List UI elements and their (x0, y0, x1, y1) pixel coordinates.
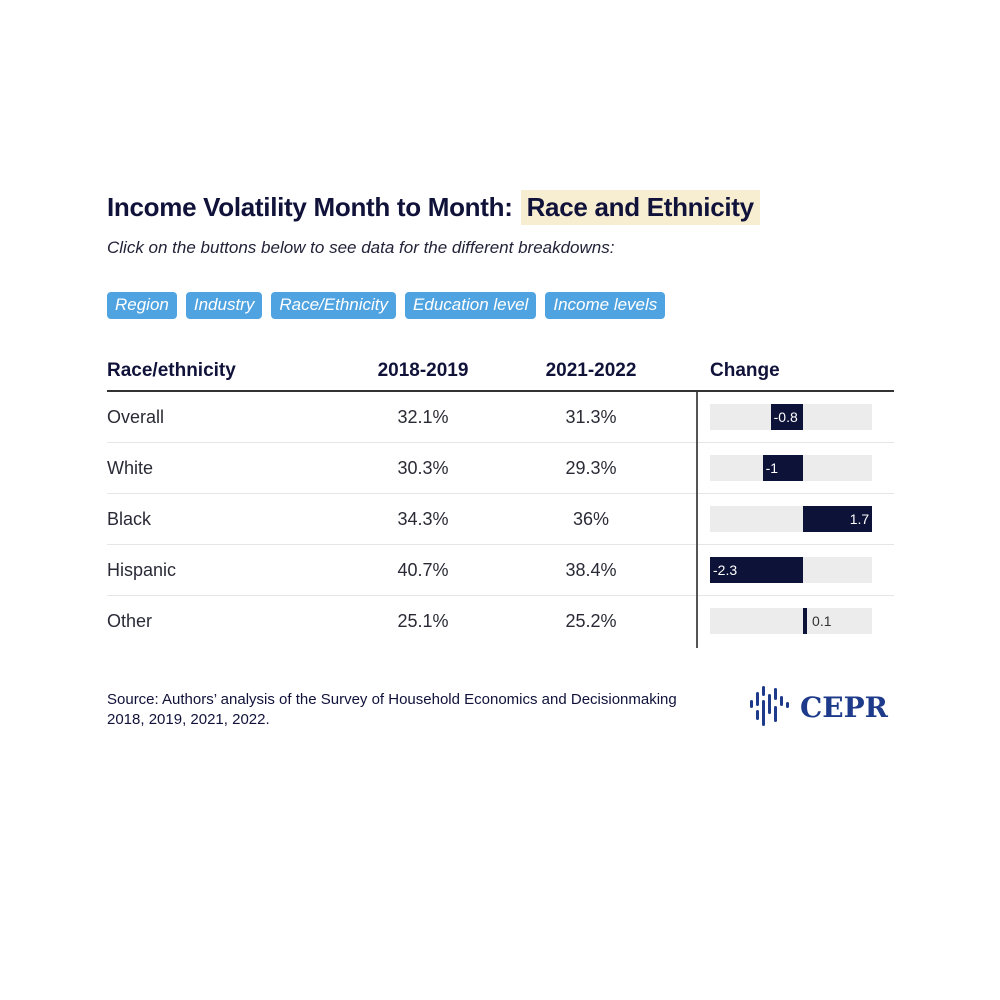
race-ethnicity-button[interactable]: Race/Ethnicity (271, 292, 397, 319)
title-highlight: Race and Ethnicity (520, 190, 760, 225)
region-button[interactable]: Region (107, 292, 177, 319)
income-levels-button[interactable]: Income levels (545, 292, 666, 319)
change-bar (770, 404, 803, 430)
change-label: 0.1 (812, 613, 832, 629)
zero-axis-line (696, 392, 698, 648)
change-label: 1.7 (849, 511, 870, 527)
table-body: Overall 32.1% 31.3% -0.8 White 30.3% 29.3% -1 Bl… (107, 392, 894, 646)
change-cell: -2.3 (675, 545, 894, 595)
change-bar-track (710, 608, 872, 634)
change-cell: 1.7 (675, 494, 894, 544)
row-label: Hispanic (107, 559, 177, 580)
row-label: Overall (107, 406, 165, 427)
change-bar (762, 455, 803, 481)
table-row: Hispanic 40.7% 38.4% -2.3 (107, 545, 894, 596)
table-header: Race/ethnicity 2018-2019 2021-2022 Chang… (107, 352, 894, 392)
header-2018-2019: 2018-2019 (377, 360, 469, 381)
table-row: Other 25.1% 25.2% 0.1 (107, 596, 894, 646)
value-2021-2022: 38.4% (565, 559, 617, 580)
header-change: Change (710, 360, 780, 381)
industry-button[interactable]: Industry (185, 292, 263, 319)
data-table: Race/ethnicity 2018-2019 2021-2022 Chang… (107, 352, 894, 646)
value-2018-2019: 25.1% (397, 610, 449, 631)
row-label: Other (107, 610, 153, 631)
header-race-ethnicity: Race/ethnicity (107, 360, 236, 381)
value-2021-2022: 29.3% (565, 457, 617, 478)
cepr-logo: CEPR (748, 684, 888, 730)
table-row: White 30.3% 29.3% -1 (107, 443, 894, 494)
change-cell: 0.1 (675, 596, 894, 646)
value-2018-2019: 40.7% (397, 559, 449, 580)
change-label: -1 (765, 460, 779, 476)
row-label: Black (107, 508, 152, 529)
value-2018-2019: 34.3% (397, 508, 449, 529)
change-label: -2.3 (713, 562, 738, 578)
change-bar (803, 608, 808, 634)
change-cell: -1 (675, 443, 894, 493)
change-bar (710, 557, 803, 583)
value-2021-2022: 31.3% (565, 406, 617, 427)
table-row: Overall 32.1% 31.3% -0.8 (107, 392, 894, 443)
cepr-logo-icon (750, 686, 789, 726)
source-note: Source: Authors’ analysis of the Survey … (107, 690, 747, 730)
source-line-1: Source: Authors’ analysis of the Survey … (107, 691, 677, 708)
row-label: White (107, 457, 154, 478)
chart-title: Income Volatility Month to Month: Race a… (107, 190, 760, 225)
page-title: Income Volatility Month to Month: (107, 192, 513, 222)
change-cell: -0.8 (675, 392, 894, 442)
value-2018-2019: 30.3% (397, 457, 449, 478)
change-label: -0.8 (773, 409, 798, 425)
header-2021-2022: 2021-2022 (545, 360, 637, 381)
breakdown-buttons: Region Industry Race/Ethnicity Education… (107, 292, 666, 319)
table-row: Black 34.3% 36% 1.7 (107, 494, 894, 545)
source-line-2: 2018, 2019, 2021, 2022. (107, 711, 270, 728)
value-2018-2019: 32.1% (397, 406, 449, 427)
logo-text: CEPR (800, 690, 888, 724)
subtitle: Click on the buttons below to see data f… (107, 238, 615, 257)
education-level-button[interactable]: Education level (405, 292, 537, 319)
value-2021-2022: 25.2% (565, 610, 617, 631)
change-bar (803, 506, 872, 532)
value-2021-2022: 36% (572, 508, 610, 529)
